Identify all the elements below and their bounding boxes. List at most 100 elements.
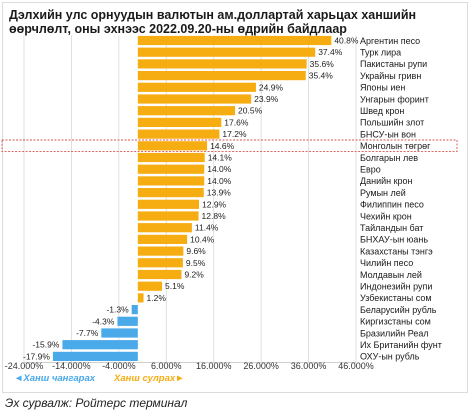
x-tick-label: 46.000% [338,361,374,371]
bar [137,246,184,256]
data-label: 14.1% [208,153,233,163]
category-label: БНХАУ-ын юань [360,235,428,245]
category-label: Аргентин песо [360,36,420,46]
x-tick-label: -24.000% [5,361,44,371]
bar [137,35,332,46]
legend: ◄Ханш чангарах Ханш сулрах► [14,373,185,384]
bar [137,176,205,186]
bar [137,223,192,233]
bar [101,328,138,338]
data-label: 35.6% [310,59,335,69]
bar [137,129,220,139]
bar [137,269,182,280]
chart-title-line-2: өөрчлөлт, оны эхнээс 2022.09.20-ны өдрий… [9,22,347,36]
x-axis: -24.000% -14.000% -4.000% 6.000% 16.000% 26.0… [5,361,374,371]
bar [137,152,205,163]
data-label: 24.9% [259,82,284,92]
bar [137,281,163,291]
category-label: Унгарын форинт [360,94,429,104]
data-label: 14.0% [207,176,232,186]
bar [131,305,138,315]
category-label: Чилийн песо [360,258,413,268]
category-label: Киргизстаны сом [360,317,431,327]
bar [137,117,222,127]
legend-weaken: Ханш сулрах► [113,373,185,384]
data-label: 9.5% [186,258,206,268]
bar [137,47,316,57]
bar [52,351,138,361]
data-label: 17.6% [224,117,249,127]
bars [52,35,332,361]
data-label: 35.4% [309,71,334,81]
bar [137,164,205,174]
x-tick-label: 6.000% [151,361,182,371]
bar [137,71,306,81]
data-label: 11.4% [195,223,219,233]
category-label: Филиппин песо [360,200,424,210]
category-label: Их Британийн фунт [360,340,442,350]
category-label: Тайландын бат [360,223,423,233]
category-label: Швед крон [360,106,404,116]
data-labels: 40.8%37.4% 35.6% 35.4% 24.9% 23.9% 20.5%17.6%… [23,36,359,362]
data-label: -4.3% [92,316,115,326]
category-label: Данийн крон [360,176,413,186]
bar [117,316,138,326]
bar [137,59,307,69]
data-label: 40.8% [334,36,359,46]
category-label: Болгарын лев [360,153,418,163]
x-tick-label: 26.000% [243,361,279,371]
category-label: Монголын төгрөг [360,141,431,151]
category-label: Бразилийн Реал [360,328,429,338]
bar [137,293,144,303]
data-label: 9.2% [184,270,204,280]
category-label: Индонезийн рупи [360,282,432,292]
bar [137,106,236,116]
data-label: 14.6% [210,141,235,151]
data-label: 13.9% [207,188,232,198]
x-tick-label: 16.000% [196,361,232,371]
category-label: Евро [360,165,381,175]
data-label: 23.9% [254,94,279,104]
category-label: Румын лей [360,188,406,198]
bar [137,141,208,151]
data-label: -1.3% [106,305,129,315]
category-label: ОХУ-ын рубль [360,352,420,362]
category-label: Украйны гривн [360,71,421,81]
category-label: Чехийн крон [360,211,412,221]
data-label: 37.4% [318,47,343,57]
legend-strengthen: ◄Ханш чангарах [14,373,96,384]
bar [137,188,204,198]
data-label: 12.8% [202,211,227,221]
data-label: 14.0% [207,164,232,174]
bar [137,82,256,92]
category-label: Беларусийн рубль [360,305,437,315]
data-label: -17.9% [23,351,50,361]
source-note: Эх сурвалж: Ройтерс терминал [5,396,188,410]
data-label: 20.5% [238,106,263,116]
chart-title: Дэлхийн улс орнуудын валютын ам.долларта… [9,8,449,36]
category-label: Пакистаны рупи [360,59,427,69]
data-label: 9.6% [186,246,206,256]
x-tick-label: 36.000% [291,361,327,371]
data-label: -7.7% [76,328,99,338]
bar [137,211,199,221]
data-label: 12.9% [202,199,227,209]
bar [137,94,252,104]
data-label: 10.4% [190,234,215,244]
bar [137,234,188,244]
highlight-box [1,139,458,153]
category-label: Узбекистаны сом [360,293,432,303]
data-label: 17.2% [222,129,247,139]
x-tick-label: -4.000% [102,361,136,371]
category-label: Японы иен [360,83,405,93]
gridlines [23,35,357,363]
data-label: 5.1% [165,281,185,291]
bar [137,258,183,268]
category-label: Молдавын лей [360,270,422,280]
data-label: -15.9% [32,340,59,350]
category-label: Польшийн злот [360,118,424,128]
category-label: Казахстаны тэнгэ [360,246,433,256]
category-label: Турк лира [360,48,401,58]
